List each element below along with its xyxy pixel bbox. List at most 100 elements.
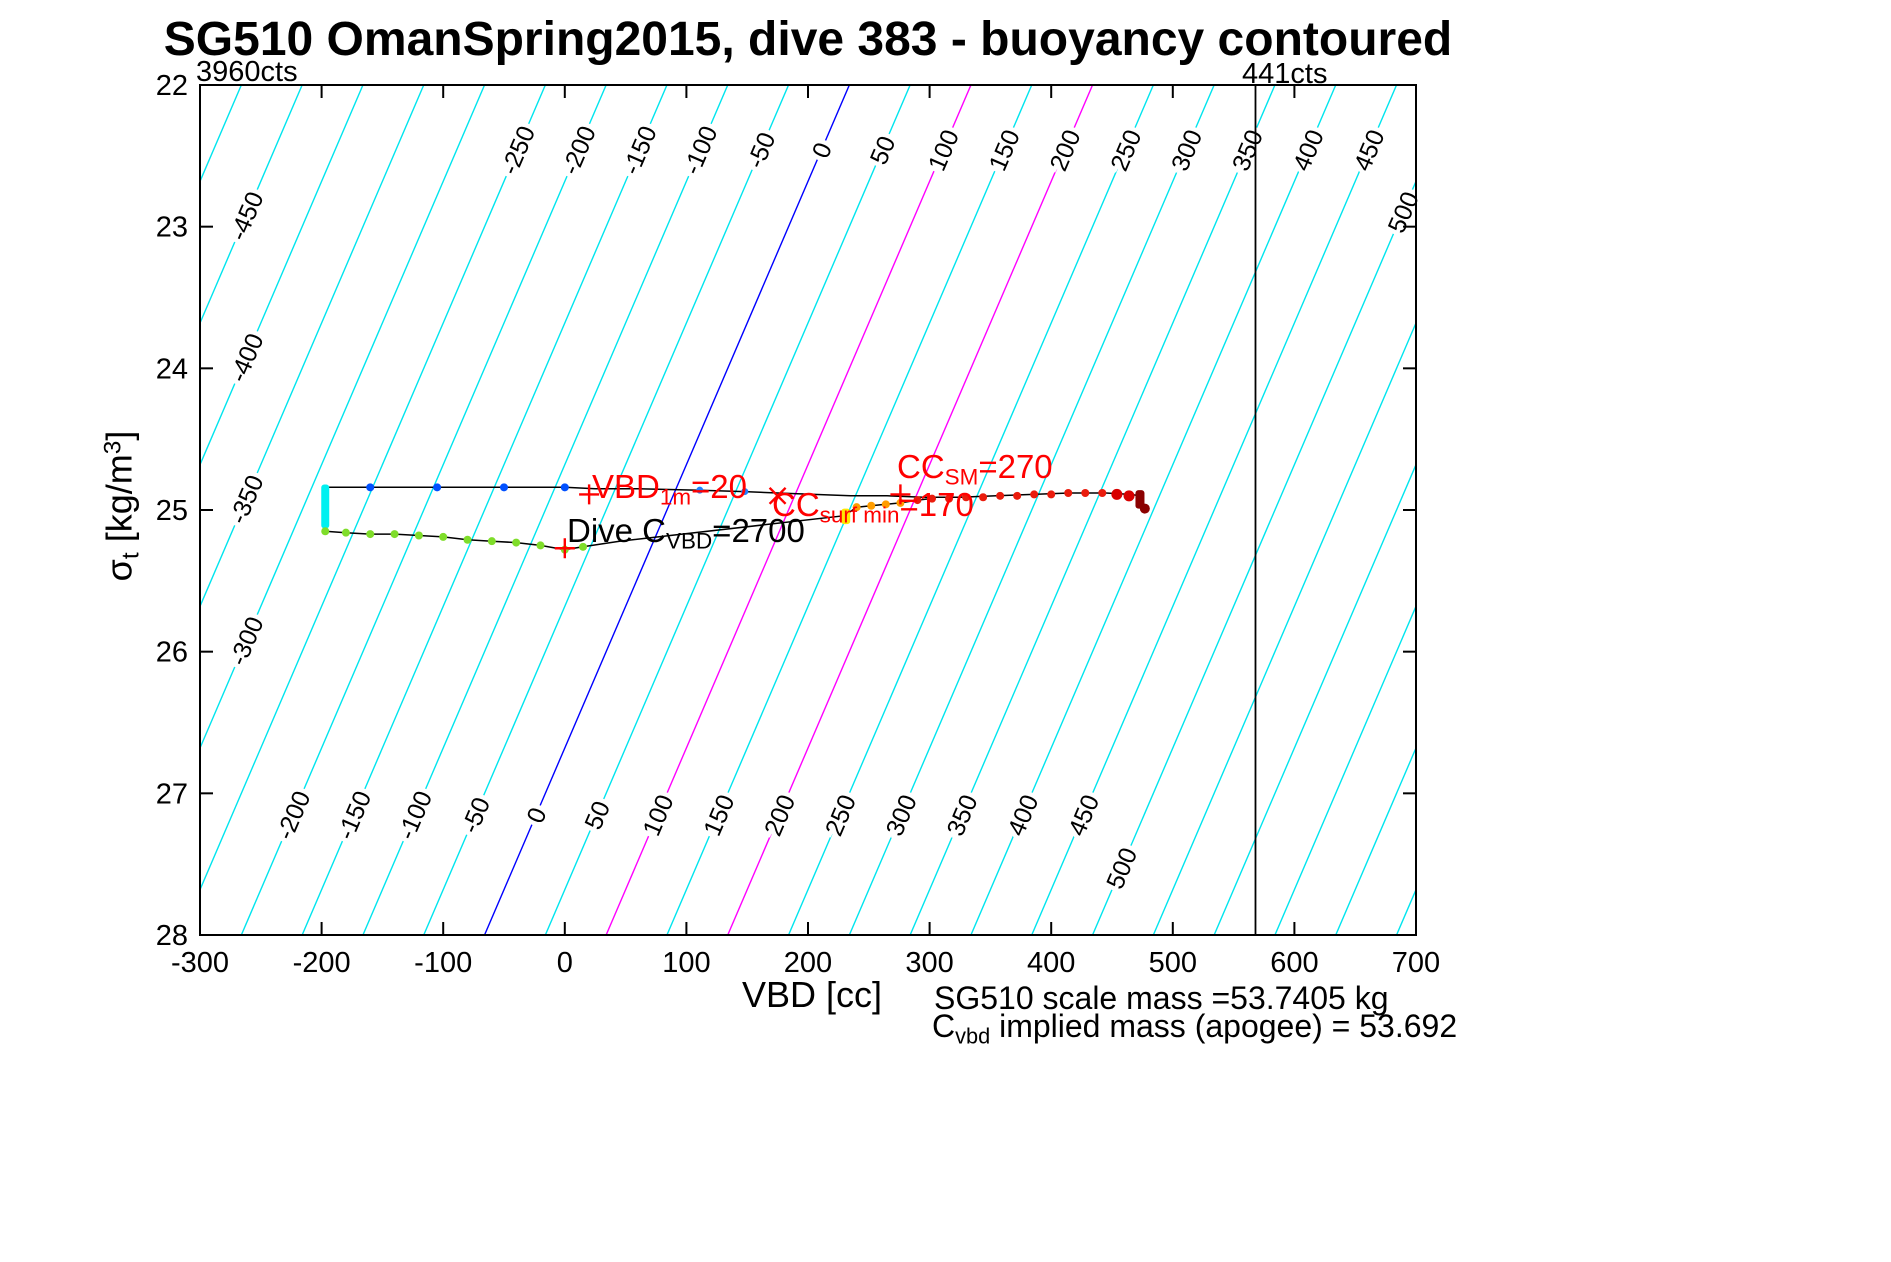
contour-line--450 <box>200 85 303 325</box>
contour-line-250 <box>787 85 1155 935</box>
climb-dots-red-large-point <box>1123 490 1135 502</box>
contour-line--100 <box>362 85 729 935</box>
contour-line-650 <box>1274 604 1416 935</box>
annotation-vbd-1m: VBD1m=20 <box>592 468 747 511</box>
contour-label--300: -300 <box>224 613 269 670</box>
contour-label-200: 200 <box>759 791 801 840</box>
contour-label-500: 500 <box>1101 844 1143 893</box>
dive-dots-green-point <box>366 530 375 539</box>
contour-label-100: 100 <box>637 791 679 840</box>
dive-dots-green-point <box>487 537 496 546</box>
y-label-close: ] <box>98 430 140 441</box>
climb-dots-red-point <box>1013 491 1022 500</box>
implied-mass-rest: implied mass (apogee) = 53.692 <box>990 1008 1458 1044</box>
annotation-cc-surf-main: CC <box>772 486 820 523</box>
right-counts-label: 441cts <box>1242 58 1328 90</box>
contour-label--250: -250 <box>496 122 541 179</box>
y-tick-label: 25 <box>156 495 188 527</box>
contour-label--150: -150 <box>617 122 662 179</box>
annotation-cc-surf-sub: surf min <box>819 502 900 528</box>
implied-mass-main: C <box>932 1008 956 1044</box>
contour-label--100: -100 <box>678 122 723 179</box>
annotation-cc-sm-value: =270 <box>978 448 1053 485</box>
axis-ticks: -300 -200 -100 0 100 200 300 400 500 600 700222324… <box>156 70 1440 979</box>
climb-dots-orange-point <box>867 501 876 510</box>
annotation-dive-cvbd-value: =2700 <box>712 512 805 549</box>
contour-label--400: -400 <box>224 329 269 386</box>
y-tick-label: 26 <box>156 637 188 669</box>
contour-label-350: 350 <box>941 791 983 840</box>
climb-dots-red-point <box>996 491 1005 500</box>
climb-dots-blue-point <box>433 483 442 492</box>
contour-label-300: 300 <box>881 791 923 840</box>
contour-label-150: 150 <box>984 126 1026 175</box>
contour-line--250 <box>200 85 547 892</box>
climb-track-line <box>325 486 1141 499</box>
plus-marker <box>579 484 600 505</box>
chart-title: SG510 OmanSpring2015, dive 383 - buoyanc… <box>163 13 1453 66</box>
contour-label-250: 250 <box>820 791 862 840</box>
contour-line--300 <box>200 85 486 750</box>
contour-label-300: 300 <box>1166 126 1208 175</box>
contour-line-800 <box>1445 57 1834 964</box>
contour-line-450 <box>1030 85 1398 935</box>
contour-label--200: -200 <box>271 787 316 844</box>
contour-label--450: -450 <box>224 188 269 245</box>
x-tick-label: -200 <box>293 947 351 979</box>
contour-label--200: -200 <box>556 122 601 179</box>
end-dot-darkred-point <box>1139 503 1150 514</box>
contour-label-350: 350 <box>1227 126 1269 175</box>
dive-dots-green-point <box>390 530 399 539</box>
contour-label--350: -350 <box>224 471 269 528</box>
implied-mass-text: Cvbd implied mass (apogee) = 53.692 <box>932 1008 1457 1050</box>
x-tick-label: 600 <box>1270 947 1318 979</box>
end-smear-darkred <box>1135 490 1145 509</box>
contour-label-100: 100 <box>923 126 965 175</box>
climb-dots-red-large-point <box>1111 488 1123 500</box>
contour-line--50 <box>422 85 790 935</box>
dive-dots-green-point <box>321 527 330 536</box>
x-tick-label: 0 <box>557 947 573 979</box>
y-label-sup: 3 <box>99 440 127 455</box>
contour-label-500: 500 <box>1383 188 1425 237</box>
climb-dots-red-point <box>979 493 988 502</box>
climb-dots-red-point <box>1081 489 1090 497</box>
x-tick-label: 300 <box>905 947 953 979</box>
annotation-cc-sm: CCSM=270 <box>897 448 1053 491</box>
climb-dots-orange-point <box>852 503 861 512</box>
contour-line-0 <box>483 85 851 935</box>
contour-label-250: 250 <box>1105 126 1147 175</box>
contour-label-0: 0 <box>807 138 838 162</box>
contour-line-500 <box>1091 179 1416 935</box>
contour-label-450: 450 <box>1063 791 1105 840</box>
y-tick-label: 23 <box>156 212 188 244</box>
x-axis-label: VBD [cc] <box>741 974 883 1015</box>
dive-dots-green-point <box>512 538 521 547</box>
contour-line--400 <box>200 85 364 467</box>
contour-label-50: 50 <box>579 797 616 834</box>
y-tick-label: 28 <box>156 920 188 952</box>
x-tick-label: 100 <box>662 947 710 979</box>
contour-label-150: 150 <box>698 791 740 840</box>
contour-line--200 <box>240 85 607 935</box>
contour-label--50: -50 <box>742 128 782 172</box>
climb-dots-red-point <box>913 496 922 505</box>
contour-label--50: -50 <box>456 793 496 837</box>
climb-dots-red-point <box>1030 490 1039 499</box>
x-tick-label: 400 <box>1027 947 1075 979</box>
annotation-dive-cvbd-main: Dive C <box>567 512 667 549</box>
contour-line--350 <box>200 85 425 609</box>
scale-mass-text: SG510 scale mass =53.7405 kg <box>934 980 1389 1016</box>
annotation-dive-cvbd-sub: VBD <box>666 528 713 554</box>
contour-line-50 <box>544 85 911 935</box>
contour-label-400: 400 <box>1002 791 1044 840</box>
data-series <box>321 483 1150 554</box>
contour-line-400 <box>970 85 1337 935</box>
climb-dots-blue-point <box>366 483 375 492</box>
climb-dots-orange-point <box>881 500 890 509</box>
climb-dots-red-point <box>962 493 971 502</box>
contour-lines <box>200 57 1834 964</box>
dive-dots-green-point <box>536 541 545 550</box>
contour-label-450: 450 <box>1348 126 1390 175</box>
